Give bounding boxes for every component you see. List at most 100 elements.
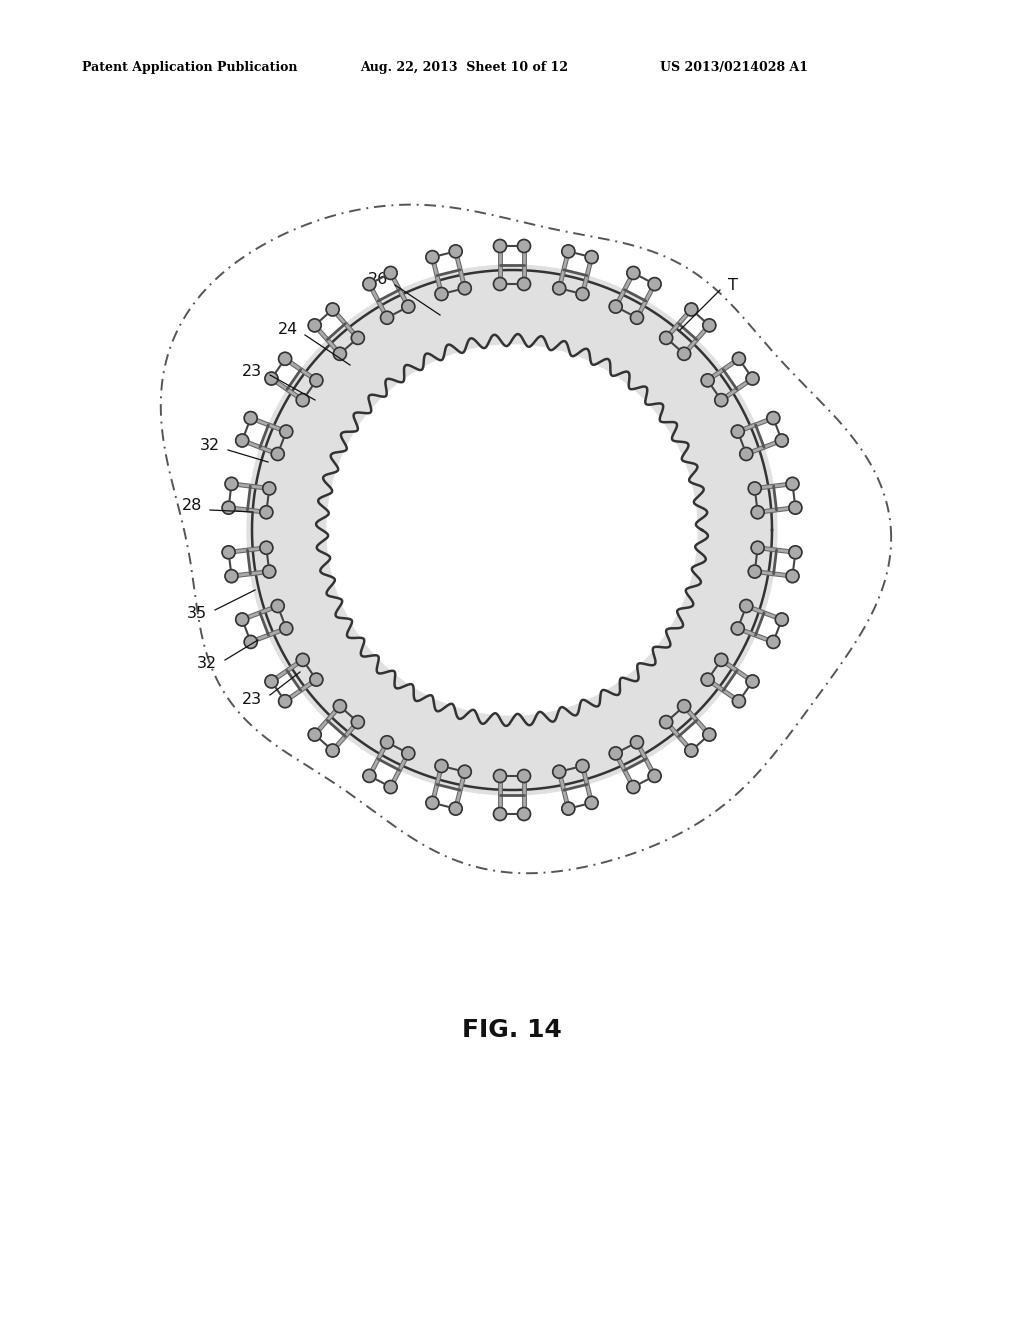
Circle shape [752,541,764,554]
Circle shape [327,345,697,715]
Circle shape [739,599,753,612]
Circle shape [263,565,275,578]
Circle shape [715,653,728,667]
Circle shape [351,331,365,345]
Circle shape [334,700,346,713]
Circle shape [263,482,275,495]
Circle shape [517,808,530,821]
Text: 23: 23 [242,363,262,379]
Text: 26: 26 [368,272,388,288]
Circle shape [494,770,507,783]
Circle shape [280,622,293,635]
Text: Aug. 22, 2013  Sheet 10 of 12: Aug. 22, 2013 Sheet 10 of 12 [360,62,568,74]
Circle shape [648,277,662,290]
Circle shape [553,281,565,294]
Circle shape [310,673,323,686]
Circle shape [585,796,598,809]
Circle shape [788,502,802,515]
Circle shape [327,304,339,315]
Circle shape [260,541,272,554]
Text: T: T [728,279,738,293]
Circle shape [296,653,309,667]
Circle shape [562,246,574,257]
Circle shape [577,759,589,772]
Circle shape [381,312,393,325]
Circle shape [247,265,777,795]
Circle shape [308,729,322,741]
Circle shape [577,288,589,301]
Circle shape [767,635,780,648]
Circle shape [435,288,447,301]
Circle shape [279,694,292,708]
Circle shape [450,803,462,816]
Circle shape [631,735,643,748]
Circle shape [749,482,761,495]
Circle shape [280,425,293,438]
Circle shape [271,447,285,461]
Text: 32: 32 [200,438,220,454]
Circle shape [450,246,462,257]
Circle shape [222,502,236,515]
Circle shape [236,434,249,447]
Circle shape [222,545,236,558]
Circle shape [678,700,690,713]
Circle shape [225,478,238,490]
Circle shape [749,565,761,578]
Circle shape [279,352,292,366]
Circle shape [739,447,753,461]
Circle shape [265,675,278,688]
Circle shape [296,393,309,407]
Text: 28: 28 [181,499,202,513]
Circle shape [459,281,471,294]
Circle shape [775,612,788,626]
Circle shape [308,319,322,331]
Circle shape [384,267,397,280]
Circle shape [334,347,346,360]
Circle shape [271,599,285,612]
Text: US 2013/0214028 A1: US 2013/0214028 A1 [660,62,808,74]
Circle shape [685,304,697,315]
Circle shape [752,506,764,519]
Circle shape [786,570,799,582]
Circle shape [627,780,640,793]
Circle shape [225,570,238,582]
Circle shape [609,300,623,313]
Circle shape [678,347,690,360]
Circle shape [685,744,697,758]
Circle shape [732,694,745,708]
Text: 32: 32 [197,656,217,672]
Circle shape [701,374,714,387]
Circle shape [701,673,714,686]
Circle shape [767,412,780,425]
Circle shape [702,729,716,741]
Circle shape [659,715,673,729]
Circle shape [401,747,415,760]
Circle shape [562,803,574,816]
Circle shape [310,374,323,387]
Circle shape [775,434,788,447]
Text: FIG. 14: FIG. 14 [462,1018,562,1041]
Circle shape [731,425,744,438]
Circle shape [351,715,365,729]
Circle shape [401,300,415,313]
Text: 23: 23 [242,692,262,706]
Circle shape [732,352,745,366]
Circle shape [384,780,397,793]
Circle shape [381,735,393,748]
Circle shape [327,744,339,758]
Circle shape [585,251,598,264]
Text: Patent Application Publication: Patent Application Publication [82,62,298,74]
Circle shape [426,251,439,264]
Circle shape [746,372,759,385]
Circle shape [517,239,530,252]
Circle shape [659,331,673,345]
Circle shape [702,319,716,331]
Circle shape [746,675,759,688]
Circle shape [265,372,278,385]
Circle shape [731,622,744,635]
Circle shape [494,239,507,252]
Text: 35: 35 [186,606,207,622]
Circle shape [426,796,439,809]
Circle shape [236,612,249,626]
Circle shape [648,770,662,783]
